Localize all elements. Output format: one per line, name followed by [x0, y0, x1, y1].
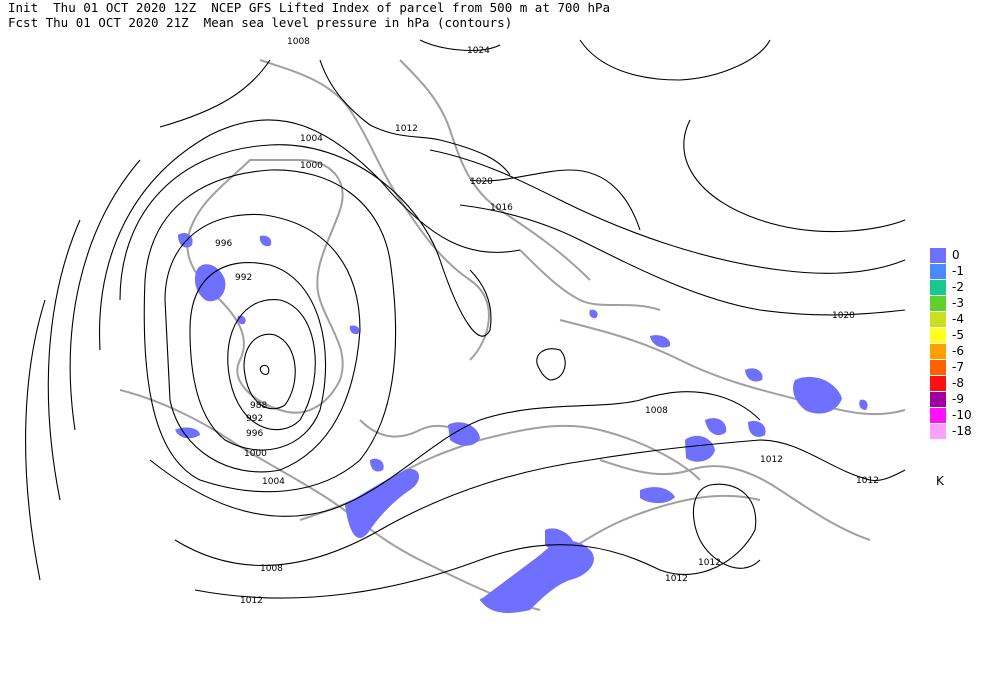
legend-label: 0 — [952, 248, 960, 262]
legend-swatch — [930, 248, 946, 263]
legend-swatch — [930, 328, 946, 343]
legend-label: -10 — [952, 408, 972, 422]
contour-label: 1008 — [645, 406, 668, 416]
contour-label: 1004 — [300, 134, 323, 144]
legend-label: -3 — [952, 296, 964, 310]
contour-label: 1012 — [856, 476, 879, 486]
contour-label: 1012 — [240, 596, 263, 606]
legend-label: -9 — [952, 392, 964, 406]
legend-label: -2 — [952, 280, 964, 294]
contour-label: 1012 — [760, 455, 783, 465]
contour-label: 1016 — [490, 203, 513, 213]
contour-label: 1012 — [665, 574, 688, 584]
coastlines — [119, 59, 906, 611]
contour-label: 992 — [246, 414, 263, 424]
contour-label: 1008 — [260, 564, 283, 574]
legend-swatch — [930, 312, 946, 327]
legend-swatch — [930, 360, 946, 375]
fcst-title: Fcst Thu 01 OCT 2020 21Z Mean sea level … — [8, 15, 513, 30]
isobars — [25, 39, 906, 599]
contour-label: 1020 — [470, 177, 493, 187]
init-title: Init Thu 01 OCT 2020 12Z NCEP GFS Lifted… — [8, 0, 611, 15]
legend-swatch — [930, 280, 946, 295]
legend-swatch — [930, 376, 946, 391]
contour-label: 1000 — [300, 161, 323, 171]
contour-label: 1004 — [262, 477, 285, 487]
legend-label: -6 — [952, 344, 964, 358]
legend-label: -8 — [952, 376, 964, 390]
contour-label: 1020 — [832, 311, 855, 321]
legend-label: -1 — [952, 264, 964, 278]
legend-unit: K — [936, 474, 944, 488]
legend-swatch — [930, 296, 946, 311]
legend-label: -5 — [952, 328, 964, 342]
legend-swatch — [930, 424, 946, 439]
contour-label: 996 — [215, 239, 232, 249]
legend-swatch — [930, 408, 946, 423]
legend-label: -18 — [952, 424, 972, 438]
contour-label: 1000 — [244, 449, 267, 459]
contour-label: 988 — [250, 401, 267, 411]
lifted-index-areas — [175, 233, 868, 613]
contour-label: 1008 — [287, 37, 310, 47]
contour-label: 1012 — [395, 124, 418, 134]
legend-swatch — [930, 264, 946, 279]
weather-map: 1008 1024 1004 1012 1000 1020 1016 996 9… — [25, 37, 906, 613]
contour-label-group: 1008 1024 1004 1012 1000 1020 1016 996 9… — [215, 37, 879, 606]
contour-label: 996 — [246, 429, 263, 439]
legend-swatch — [930, 392, 946, 407]
legend-swatch — [930, 344, 946, 359]
legend-label: -4 — [952, 312, 964, 326]
contour-label: 1012 — [698, 558, 721, 568]
contour-label: 992 — [235, 273, 252, 283]
legend-label: -7 — [952, 360, 964, 374]
contour-label: 1024 — [467, 46, 490, 56]
